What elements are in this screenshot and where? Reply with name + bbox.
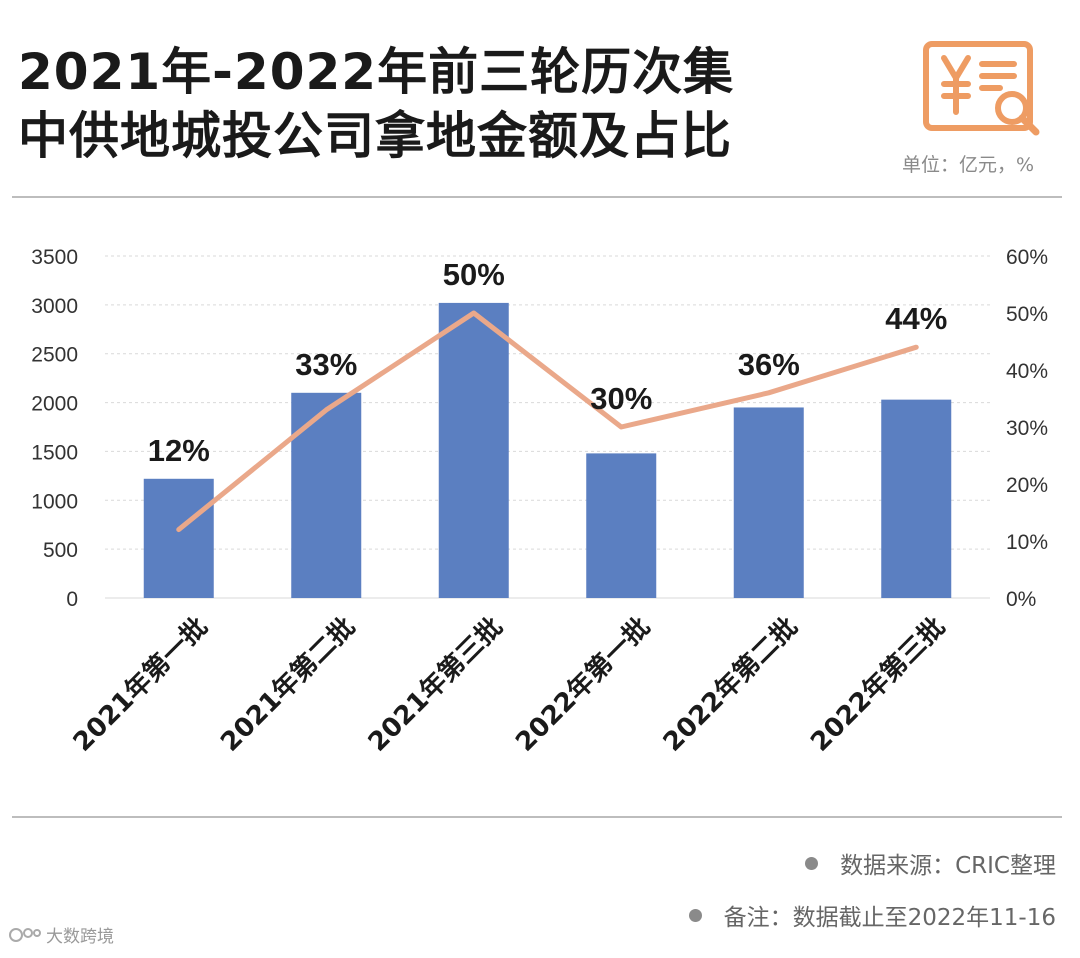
unit-label: 单位：亿元，% [901,154,1034,176]
x-category-label: 2022年第二批 [657,611,804,758]
y-left-tick-label: 1000 [31,490,78,513]
data-label: 44% [885,301,947,336]
title-line-2: 中供地城投公司拿地金额及占比 [18,107,732,165]
source-note: 数据来源：CRIC整理 [805,846,1056,880]
y-left-tick-label: 3500 [31,246,78,269]
x-category-label: 2022年第三批 [805,611,952,758]
y-left-tick-label: 500 [43,539,78,562]
data-label: 33% [295,347,357,382]
x-category-label: 2021年第二批 [215,611,362,758]
bottom-divider [12,816,1062,818]
y-right-tick-label: 60% [1006,246,1048,269]
y-right-tick-label: 10% [1006,531,1048,554]
y-right-tick-label: 0% [1006,588,1036,611]
bar-line-chart: 0 500 1000 1500 2000 2500 3000 3500 0% 10% 20% 30% 4… [31,246,1048,758]
yen-receipt-magnifier-icon [923,41,1040,136]
source-text: 数据来源：CRIC整理 [840,853,1056,879]
bar [291,392,362,598]
x-category-label: 2022年第一批 [510,611,657,758]
title-line-1: 2021年-2022年前三轮历次集 [18,43,735,101]
bullet-dot [805,856,819,870]
y-right-tick-label: 40% [1006,360,1048,383]
y-left-tick-label: 3000 [31,295,78,318]
data-label: 36% [738,347,800,382]
y-left-tick-label: 1500 [31,441,78,464]
bar [733,407,804,598]
watermark-logo-icon [9,927,41,942]
watermark-text: 大数跨境 [46,927,114,947]
bar [438,302,509,598]
page-title: 2021年-2022年前三轮历次集 中供地城投公司拿地金额及占比 [18,40,734,168]
y-right-tick-label: 30% [1006,417,1048,440]
share-line [176,310,919,533]
remark-note: 备注：数据截止至2022年11-16 [688,898,1056,932]
y-right-tick-label: 50% [1006,303,1048,326]
bullet-dot [688,908,702,922]
bar [143,478,214,598]
x-category-label: 2021年第一批 [67,611,214,758]
y-right-tick-label: 20% [1006,474,1048,497]
data-label: 12% [148,433,210,468]
data-label: 50% [443,257,505,292]
data-label: 30% [590,381,652,416]
y-left-tick-label: 0 [66,588,78,611]
x-category-label: 2021年第三批 [362,611,509,758]
bar [881,399,952,598]
bar [586,453,657,598]
top-divider [12,196,1062,198]
y-left-tick-label: 2500 [31,344,78,367]
remark-text: 备注：数据截止至2022年11-16 [723,905,1056,931]
y-left-tick-label: 2000 [31,393,78,416]
watermark: 大数跨境 [8,922,114,947]
